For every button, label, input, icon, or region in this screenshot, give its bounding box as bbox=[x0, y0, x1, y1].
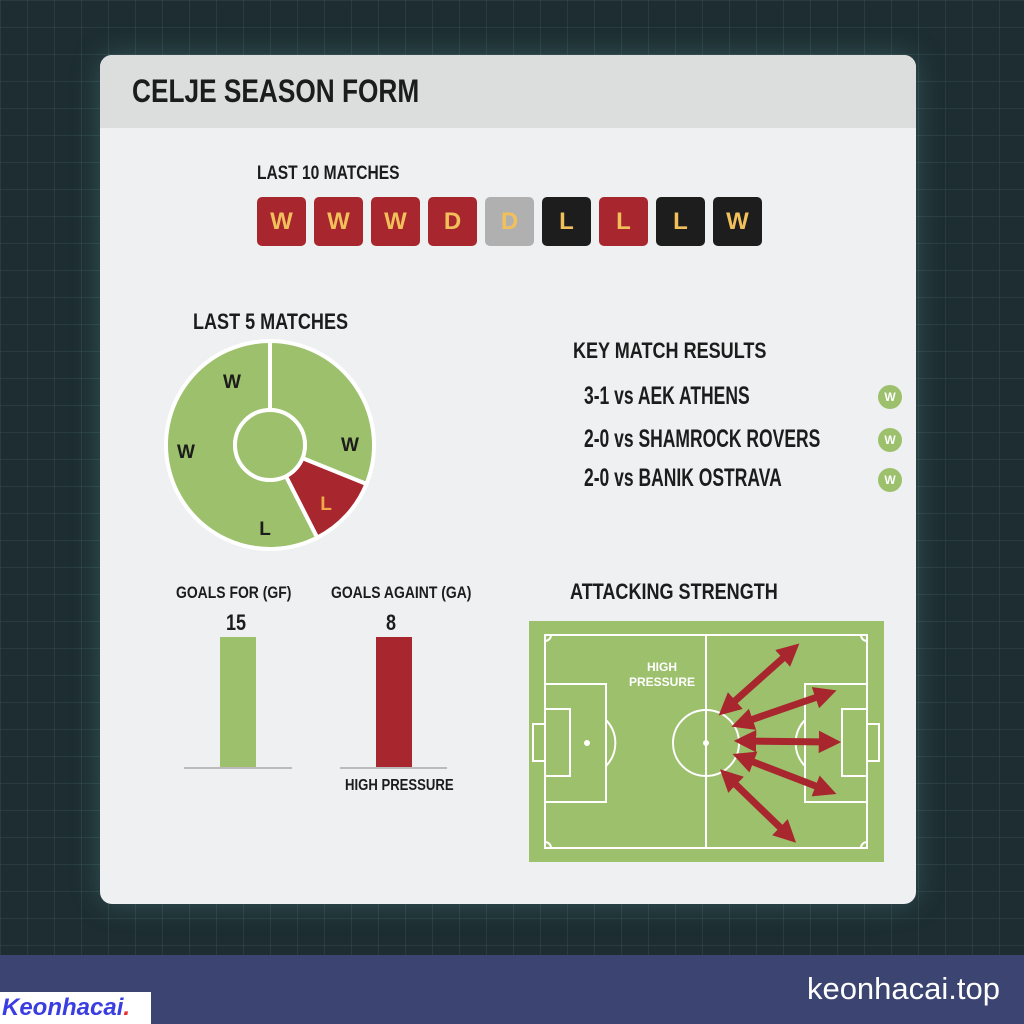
donut-label: L bbox=[259, 519, 271, 540]
pitch-text: PRESSURE bbox=[629, 675, 695, 689]
donut-label: W bbox=[223, 372, 241, 393]
brand-logo: Keonhacai. bbox=[0, 992, 151, 1024]
key-result-3: 2-0 vs BANIK OSTRAVA bbox=[584, 464, 782, 492]
pitch-text: HIGH bbox=[647, 660, 677, 674]
donut-label: W bbox=[177, 442, 195, 463]
ga-bar bbox=[376, 637, 412, 767]
attack-arrow bbox=[719, 769, 797, 843]
form-result-box: D bbox=[428, 197, 477, 246]
donut-label: W bbox=[341, 435, 359, 456]
gf-label: GOALS FOR (GF) bbox=[176, 583, 292, 602]
ga-value: 8 bbox=[386, 610, 397, 635]
baseline bbox=[184, 767, 292, 769]
footer-bar: keonhacai.top bbox=[0, 955, 1024, 1024]
attack-pitch: HIGH PRESSURE bbox=[529, 621, 884, 862]
page-title: CELJE SEASON FORM bbox=[132, 73, 420, 109]
form-result-box: L bbox=[599, 197, 648, 246]
win-badge: W bbox=[878, 428, 902, 452]
form-result-box: D bbox=[485, 197, 534, 246]
form-result-box: L bbox=[656, 197, 705, 246]
attack-label: ATTACKING STRENGTH bbox=[570, 579, 778, 604]
form-result-box: W bbox=[257, 197, 306, 246]
donut-center bbox=[233, 408, 307, 482]
key-result-2: 2-0 vs SHAMROCK ROVERS bbox=[584, 425, 821, 453]
attack-arrow bbox=[731, 687, 837, 730]
key-result-1: 3-1 vs AEK ATHENS bbox=[584, 382, 750, 410]
last5-label: LAST 5 MATCHES bbox=[193, 309, 349, 334]
form-result-box: W bbox=[371, 197, 420, 246]
ga-label: GOALS AGAINT (GA) bbox=[331, 583, 472, 602]
site-link[interactable]: keonhacai.top bbox=[806, 971, 1000, 1006]
last10-label: LAST 10 MATCHES bbox=[257, 163, 400, 184]
attack-arrow bbox=[733, 729, 842, 754]
card-header: CELJE SEASON FORM bbox=[100, 55, 916, 128]
form-result-box: W bbox=[713, 197, 762, 246]
form-result-box: L bbox=[542, 197, 591, 246]
win-badge: W bbox=[878, 468, 902, 492]
gf-bar bbox=[220, 637, 256, 767]
bar-caption: HIGH PRESSURE bbox=[345, 777, 454, 794]
win-badge: W bbox=[878, 385, 902, 409]
gf-value: 15 bbox=[226, 610, 247, 635]
baseline bbox=[340, 767, 447, 769]
last5-donut: W W W L L bbox=[164, 338, 376, 551]
donut-label: L bbox=[320, 494, 332, 515]
key-results-label: KEY MATCH RESULTS bbox=[573, 338, 767, 363]
form-result-box: W bbox=[314, 197, 363, 246]
